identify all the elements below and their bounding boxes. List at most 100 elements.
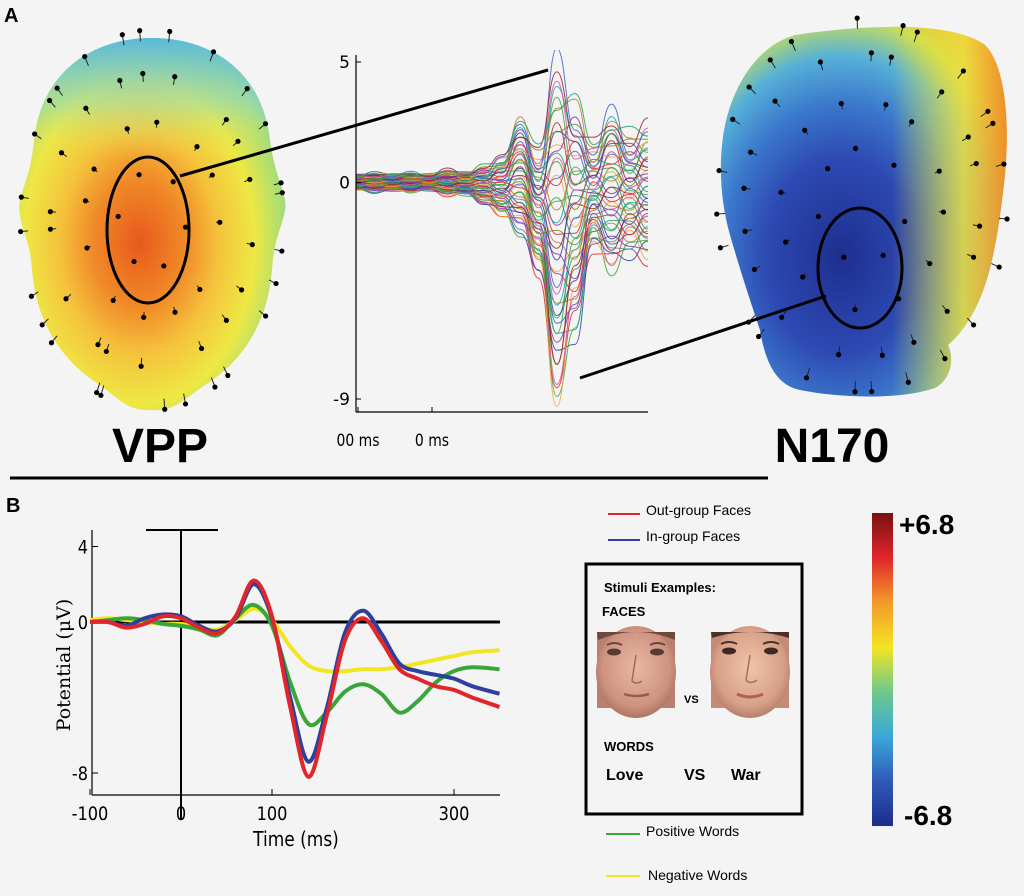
word-negative-example: War — [731, 767, 761, 784]
n170-electrode — [891, 163, 896, 168]
n170-electrode — [768, 57, 773, 62]
n170-electrode — [853, 146, 858, 151]
faces-heading: FACES — [602, 604, 646, 619]
erp-x-tick-label: -100 — [72, 804, 109, 826]
vpp-electrode — [225, 373, 230, 378]
n170-electrode — [852, 389, 857, 394]
n170-electrode — [941, 209, 946, 214]
vpp-electrode — [194, 144, 199, 149]
n170-electrode — [748, 150, 753, 155]
vpp-electrode — [82, 54, 87, 59]
n170-electrode — [974, 161, 979, 166]
n170-electrode — [961, 68, 966, 73]
n170-electrode — [906, 380, 911, 385]
vpp-electrode — [183, 225, 188, 230]
n170-electrode — [900, 23, 905, 28]
legend-label-negative: Negative Words — [648, 867, 747, 883]
n170-electrode — [841, 255, 846, 260]
vpp-electrode — [55, 86, 60, 91]
vpp-electrode — [212, 384, 217, 389]
vpp-electrode — [18, 229, 23, 234]
n170-electrode — [911, 340, 916, 345]
vpp-electrode — [95, 342, 100, 347]
n170-electrode — [730, 117, 735, 122]
n170-electrode — [971, 255, 976, 260]
n170-electrode — [852, 307, 857, 312]
erp-x-tick-label: 100 — [257, 804, 288, 826]
vpp-electrode — [116, 214, 121, 219]
n170-electrode — [869, 389, 874, 394]
erp-x-tick-label: 300 — [439, 804, 470, 826]
vpp-electrode — [137, 28, 142, 33]
butterfly-channel-line — [356, 186, 648, 365]
n170-electrode — [741, 186, 746, 191]
vpp-electrode — [235, 139, 240, 144]
vpp-electrode — [172, 74, 177, 79]
n170-electrode — [997, 264, 1002, 269]
vpp-electrode — [49, 340, 54, 345]
vpp-electrode — [263, 121, 268, 126]
n170-electrode — [971, 322, 976, 327]
vpp-electrode — [280, 190, 285, 195]
colorbar-gradient — [872, 513, 893, 826]
vpp-electrode — [19, 195, 24, 200]
vpp-electrode — [84, 245, 89, 250]
n170-electrode — [966, 134, 971, 139]
n170-scalp-map — [714, 16, 1009, 397]
erp-waveforms — [90, 580, 500, 776]
panel-b-label: B — [6, 495, 20, 517]
n170-electrode — [804, 375, 809, 380]
face-example-out-group — [596, 626, 676, 718]
vpp-electrode — [154, 120, 159, 125]
vpp-scalp-map — [18, 28, 285, 412]
panel-a-label: A — [4, 5, 18, 27]
n170-electrode — [783, 239, 788, 244]
n170-electrode — [714, 211, 719, 216]
legend-label-positive: Positive Words — [646, 823, 739, 839]
vpp-electrode — [279, 248, 284, 253]
n170-electrode — [825, 166, 830, 171]
n170-electrode — [716, 168, 721, 173]
n170-electrode — [772, 98, 777, 103]
vpp-electrode — [32, 131, 37, 136]
n170-electrode — [990, 121, 995, 126]
vpp-electrode — [111, 298, 116, 303]
vpp-electrode — [161, 263, 166, 268]
vpp-electrode — [117, 78, 122, 83]
n170-electrode — [909, 119, 914, 124]
erp-y-tick-label: 4 — [78, 537, 88, 559]
vpp-electrode — [141, 315, 146, 320]
vpp-electrode — [199, 346, 204, 351]
stimuli-box: Stimuli Examples: FACES VS WOR — [586, 564, 802, 814]
butterfly-y-tick-label: 5 — [339, 53, 350, 73]
erp-x-tick-label: 0 — [176, 804, 186, 826]
colorbar: +6.8 -6.8 — [872, 509, 954, 831]
vpp-electrode — [29, 294, 34, 299]
n170-electrode — [927, 261, 932, 266]
vpp-electrode — [40, 322, 45, 327]
n170-electrode — [839, 101, 844, 106]
butterfly-channel-line — [356, 183, 648, 278]
legend-label-in-group: In-group Faces — [646, 528, 740, 544]
word-positive-example: Love — [606, 767, 643, 784]
vpp-electrode — [83, 106, 88, 111]
vpp-electrode — [224, 318, 229, 323]
butterfly-x-tick-label: 0 ms — [415, 431, 449, 451]
n170-electrode — [778, 190, 783, 195]
vpp-electrode — [167, 29, 172, 34]
vpp-electrode — [263, 313, 268, 318]
erp-y-label: Potential (μV) — [53, 599, 75, 732]
vpp-electrode — [211, 49, 216, 54]
butterfly-y-tick-label: 0 — [339, 173, 350, 193]
n170-electrode — [985, 109, 990, 114]
vpp-electrode — [217, 220, 222, 225]
vpp-electrode — [59, 150, 64, 155]
vpp-electrode — [125, 126, 130, 131]
vpp-electrode — [63, 296, 68, 301]
stimuli-title: Stimuli Examples: — [604, 580, 716, 595]
vpp-electrode — [48, 227, 53, 232]
n170-electrode — [883, 102, 888, 107]
vpp-electrode — [136, 172, 141, 177]
erp-y-tick-label: 0 — [78, 613, 88, 635]
